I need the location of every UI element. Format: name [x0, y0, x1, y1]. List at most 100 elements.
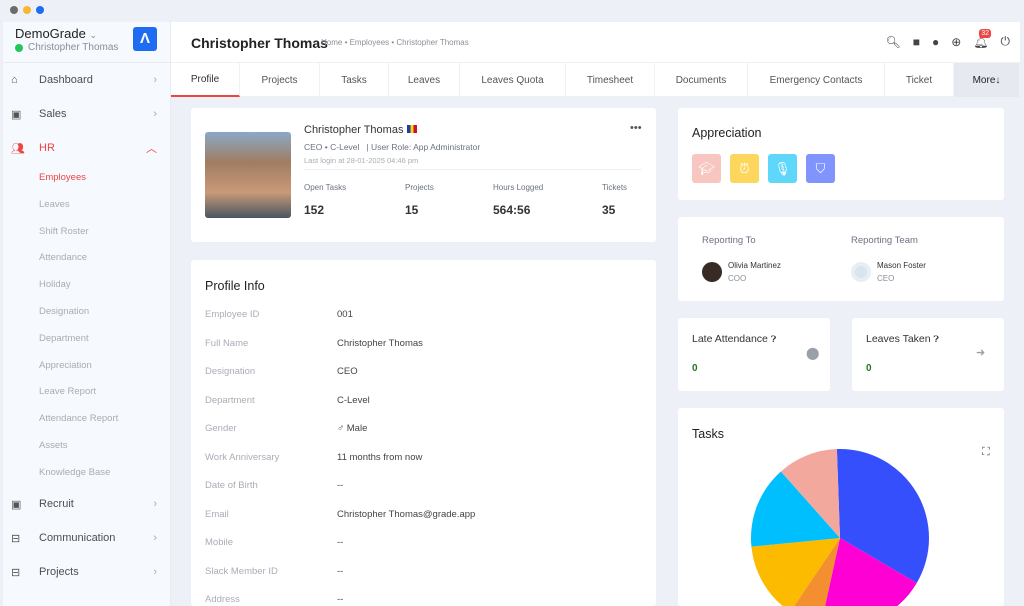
shield-check-icon[interactable]: ⛉ — [806, 154, 835, 183]
chevron-right-icon: › — [153, 498, 157, 510]
tab-profile[interactable]: Profile — [171, 63, 240, 97]
sidebar-subitem-knowledge-base[interactable]: Knowledge Base — [39, 466, 111, 478]
workspace-switcher[interactable]: DemoGrade ⌄ — [15, 26, 97, 41]
profile-info-title: Profile Info — [205, 279, 265, 293]
sidebar-subitem-leaves[interactable]: Leaves — [39, 198, 70, 210]
sidebar-subitem-assets[interactable]: Assets — [39, 440, 68, 451]
tab-ticket[interactable]: Ticket — [885, 63, 954, 97]
sidebar-subitem-department[interactable]: Department — [39, 332, 89, 344]
reporting-team-label: Reporting Team — [851, 235, 918, 246]
tab-leaves[interactable]: Leaves — [389, 63, 460, 97]
map-marker-icon: ⬤ — [806, 346, 820, 360]
window-minimize-button[interactable] — [23, 6, 31, 14]
avatar — [702, 262, 722, 282]
sidebar-subitem-leave-report[interactable]: Leave Report — [39, 386, 97, 398]
sidebar: DemoGrade ⌄ Christopher Thomas Λ ⌂ Dashbo… — [3, 22, 171, 606]
briefcase-icon: ⊟ — [11, 532, 21, 545]
sticky-note-icon[interactable]: ■ — [912, 34, 920, 49]
leaves-taken-value: 0 — [866, 363, 872, 374]
fullscreen-icon[interactable]: ⛶ — [982, 446, 990, 458]
notification-badge: 32 — [979, 28, 992, 38]
sidebar-subitem-appreciation[interactable]: Appreciation — [39, 359, 92, 371]
reporting-card: Reporting To Reporting Team Olivia Marti… — [678, 217, 1004, 301]
graduation-cap-icon[interactable]: 🎓︎ — [692, 154, 721, 183]
sidebar-item-recruit[interactable]: ▣ Recruit › — [11, 494, 161, 514]
chevron-down-icon: ⌄ — [89, 30, 97, 40]
tab-bar: Profile Projects Tasks Leaves Leaves Quota Ti… — [171, 62, 1020, 97]
profile-name: Christopher Thomas — [304, 124, 417, 136]
field-value: 001 — [337, 309, 353, 320]
search-icon[interactable]: 🔍︎ — [885, 34, 901, 49]
clock-icon[interactable]: ● — [931, 34, 940, 49]
chevron-right-icon: › — [153, 532, 157, 544]
field-value: ♂ Male — [337, 423, 368, 434]
person-name: Olivia Martinez — [728, 261, 781, 270]
person-name: Mason Foster — [877, 261, 926, 270]
chevron-up-icon: ︿ — [146, 143, 157, 155]
tasks-pie-chart — [751, 449, 929, 606]
tab-timesheet[interactable]: Timesheet — [566, 63, 655, 97]
sidebar-subitem-employees[interactable]: Employees — [39, 172, 86, 183]
sidebar-item-label: Projects — [39, 566, 79, 578]
stat-label: Projects — [405, 183, 434, 192]
app-logo[interactable]: Λ — [133, 27, 157, 51]
divider — [304, 169, 642, 170]
profile-card: Christopher Thomas CEO • C-Level | User … — [191, 108, 656, 242]
pie-slice-2[interactable] — [821, 538, 917, 606]
last-login: Last login at 28-01-2025 04:46 pm — [304, 156, 419, 165]
sidebar-item-hr[interactable]: 👥︎ HR ︿ — [11, 138, 161, 158]
help-icon[interactable]: ❓︎ — [933, 334, 939, 344]
stat-value: 564:56 — [493, 203, 531, 217]
sidebar-item-sales[interactable]: ▣ Sales › — [11, 104, 161, 124]
sidebar-item-dashboard[interactable]: ⌂ Dashboard › — [11, 70, 161, 90]
pie-slice-3[interactable] — [790, 538, 840, 606]
pie-slice-4[interactable] — [751, 538, 840, 606]
reporting-team-person[interactable]: Mason Foster CEO — [851, 261, 926, 283]
pie-slice-6[interactable] — [780, 449, 840, 538]
field-label: Department — [205, 394, 255, 406]
pie-slice-5[interactable] — [751, 471, 840, 547]
sidebar-item-communication[interactable]: ⊟ Communication › — [11, 528, 161, 548]
tab-projects[interactable]: Projects — [240, 63, 320, 97]
sidebar-item-label: HR — [39, 142, 55, 154]
tab-more[interactable]: More↓ — [954, 63, 1020, 97]
sidebar-subitem-holiday[interactable]: Holiday — [39, 279, 71, 291]
sidebar-subitem-shift-roster[interactable]: Shift Roster — [39, 225, 89, 237]
window-close-button[interactable] — [10, 6, 18, 14]
sidebar-subitem-attendance[interactable]: Attendance — [39, 252, 88, 264]
sidebar-subitem-attendance-report[interactable]: Attendance Report — [39, 413, 119, 425]
help-icon[interactable]: ❓︎ — [770, 334, 777, 344]
sidebar-item-label: Recruit — [39, 498, 74, 510]
tab-emergency-contacts[interactable]: Emergency Contacts — [748, 63, 885, 97]
tasks-chart-card: Tasks ⛶ — [678, 408, 1004, 606]
sidebar-item-label: Dashboard — [39, 74, 93, 86]
window-maximize-button[interactable] — [36, 6, 44, 14]
late-attendance-card: Late Attendance ❓︎ ⬤ 0 — [678, 318, 830, 391]
tab-documents[interactable]: Documents — [655, 63, 748, 97]
bell-icon[interactable]: 🔔︎ 32 — [973, 28, 992, 49]
page-title: Christopher Thomas — [191, 35, 328, 51]
power-icon[interactable]: ⏻ — [1000, 34, 1011, 48]
field-value: -- — [337, 480, 344, 491]
leaves-taken-card: Leaves Taken ❓︎ ➜ 0 — [852, 318, 1004, 391]
field-label: Employee ID — [205, 309, 260, 320]
sidebar-item-projects[interactable]: ⊟ Projects › — [11, 562, 161, 582]
chevron-right-icon: › — [153, 108, 157, 120]
sidebar-subitem-designation[interactable]: Designation — [39, 306, 90, 317]
field-value: CEO — [337, 366, 358, 377]
field-label: Full Name — [205, 337, 249, 349]
add-icon[interactable]: ⊕ — [951, 34, 962, 49]
field-label: Gender — [205, 423, 237, 434]
more-options-icon[interactable]: ••• — [630, 122, 642, 134]
avatar — [851, 262, 871, 282]
alarm-clock-icon[interactable]: ⏰︎ — [730, 154, 759, 183]
appreciation-title: Appreciation — [692, 126, 762, 140]
tab-tasks[interactable]: Tasks — [320, 63, 389, 97]
profile-photo — [205, 132, 291, 218]
pie-slice-1[interactable] — [836, 449, 929, 584]
microphone-icon[interactable]: 🎙︎ — [768, 154, 797, 183]
tab-leaves-quota[interactable]: Leaves Quota — [460, 63, 566, 97]
sidebar-item-label: Sales — [39, 108, 67, 120]
stat-label: Hours Logged — [493, 183, 544, 192]
reporting-to-person[interactable]: Olivia Martinez COO — [702, 261, 781, 283]
